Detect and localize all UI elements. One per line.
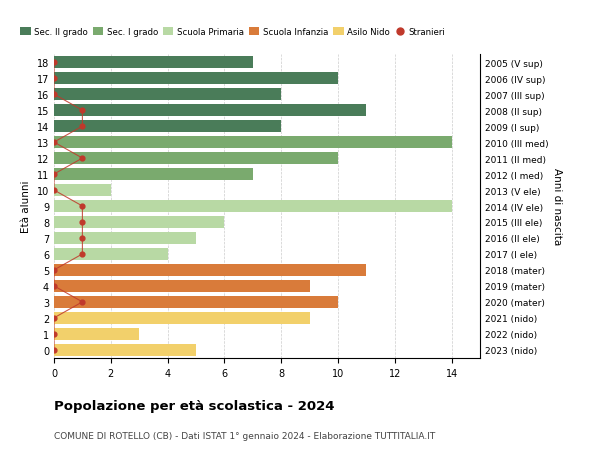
Bar: [54, 57, 253, 69]
Point: [49, 330, 59, 338]
Point: [77, 123, 87, 130]
Point: [49, 75, 59, 83]
Bar: [54, 264, 367, 276]
Point: [77, 155, 87, 162]
Text: Popolazione per età scolastica - 2024: Popolazione per età scolastica - 2024: [54, 399, 335, 412]
Point: [49, 267, 59, 274]
Point: [49, 314, 59, 322]
Point: [49, 283, 59, 290]
Bar: [54, 201, 452, 213]
Bar: [54, 328, 139, 340]
Bar: [54, 153, 338, 165]
Legend: Sec. II grado, Sec. I grado, Scuola Primaria, Scuola Infanzia, Asilo Nido, Stran: Sec. II grado, Sec. I grado, Scuola Prim…: [17, 24, 449, 40]
Point: [77, 235, 87, 242]
Point: [49, 171, 59, 179]
Bar: [54, 312, 310, 324]
Bar: [54, 248, 167, 260]
Point: [77, 298, 87, 306]
Bar: [54, 73, 338, 85]
Bar: [54, 217, 224, 229]
Bar: [54, 121, 281, 133]
Bar: [54, 105, 367, 117]
Point: [49, 59, 59, 67]
Bar: [54, 137, 452, 149]
Y-axis label: Anni di nascita: Anni di nascita: [553, 168, 562, 245]
Bar: [54, 280, 310, 292]
Point: [49, 187, 59, 194]
Text: COMUNE DI ROTELLO (CB) - Dati ISTAT 1° gennaio 2024 - Elaborazione TUTTITALIA.IT: COMUNE DI ROTELLO (CB) - Dati ISTAT 1° g…: [54, 431, 435, 441]
Point: [77, 251, 87, 258]
Point: [49, 91, 59, 99]
Point: [77, 203, 87, 210]
Bar: [54, 232, 196, 244]
Bar: [54, 296, 338, 308]
Y-axis label: Età alunni: Età alunni: [21, 180, 31, 233]
Point: [77, 219, 87, 226]
Point: [49, 347, 59, 354]
Bar: [54, 89, 281, 101]
Point: [49, 139, 59, 146]
Bar: [54, 344, 196, 356]
Bar: [54, 185, 111, 196]
Point: [77, 107, 87, 115]
Bar: [54, 169, 253, 181]
